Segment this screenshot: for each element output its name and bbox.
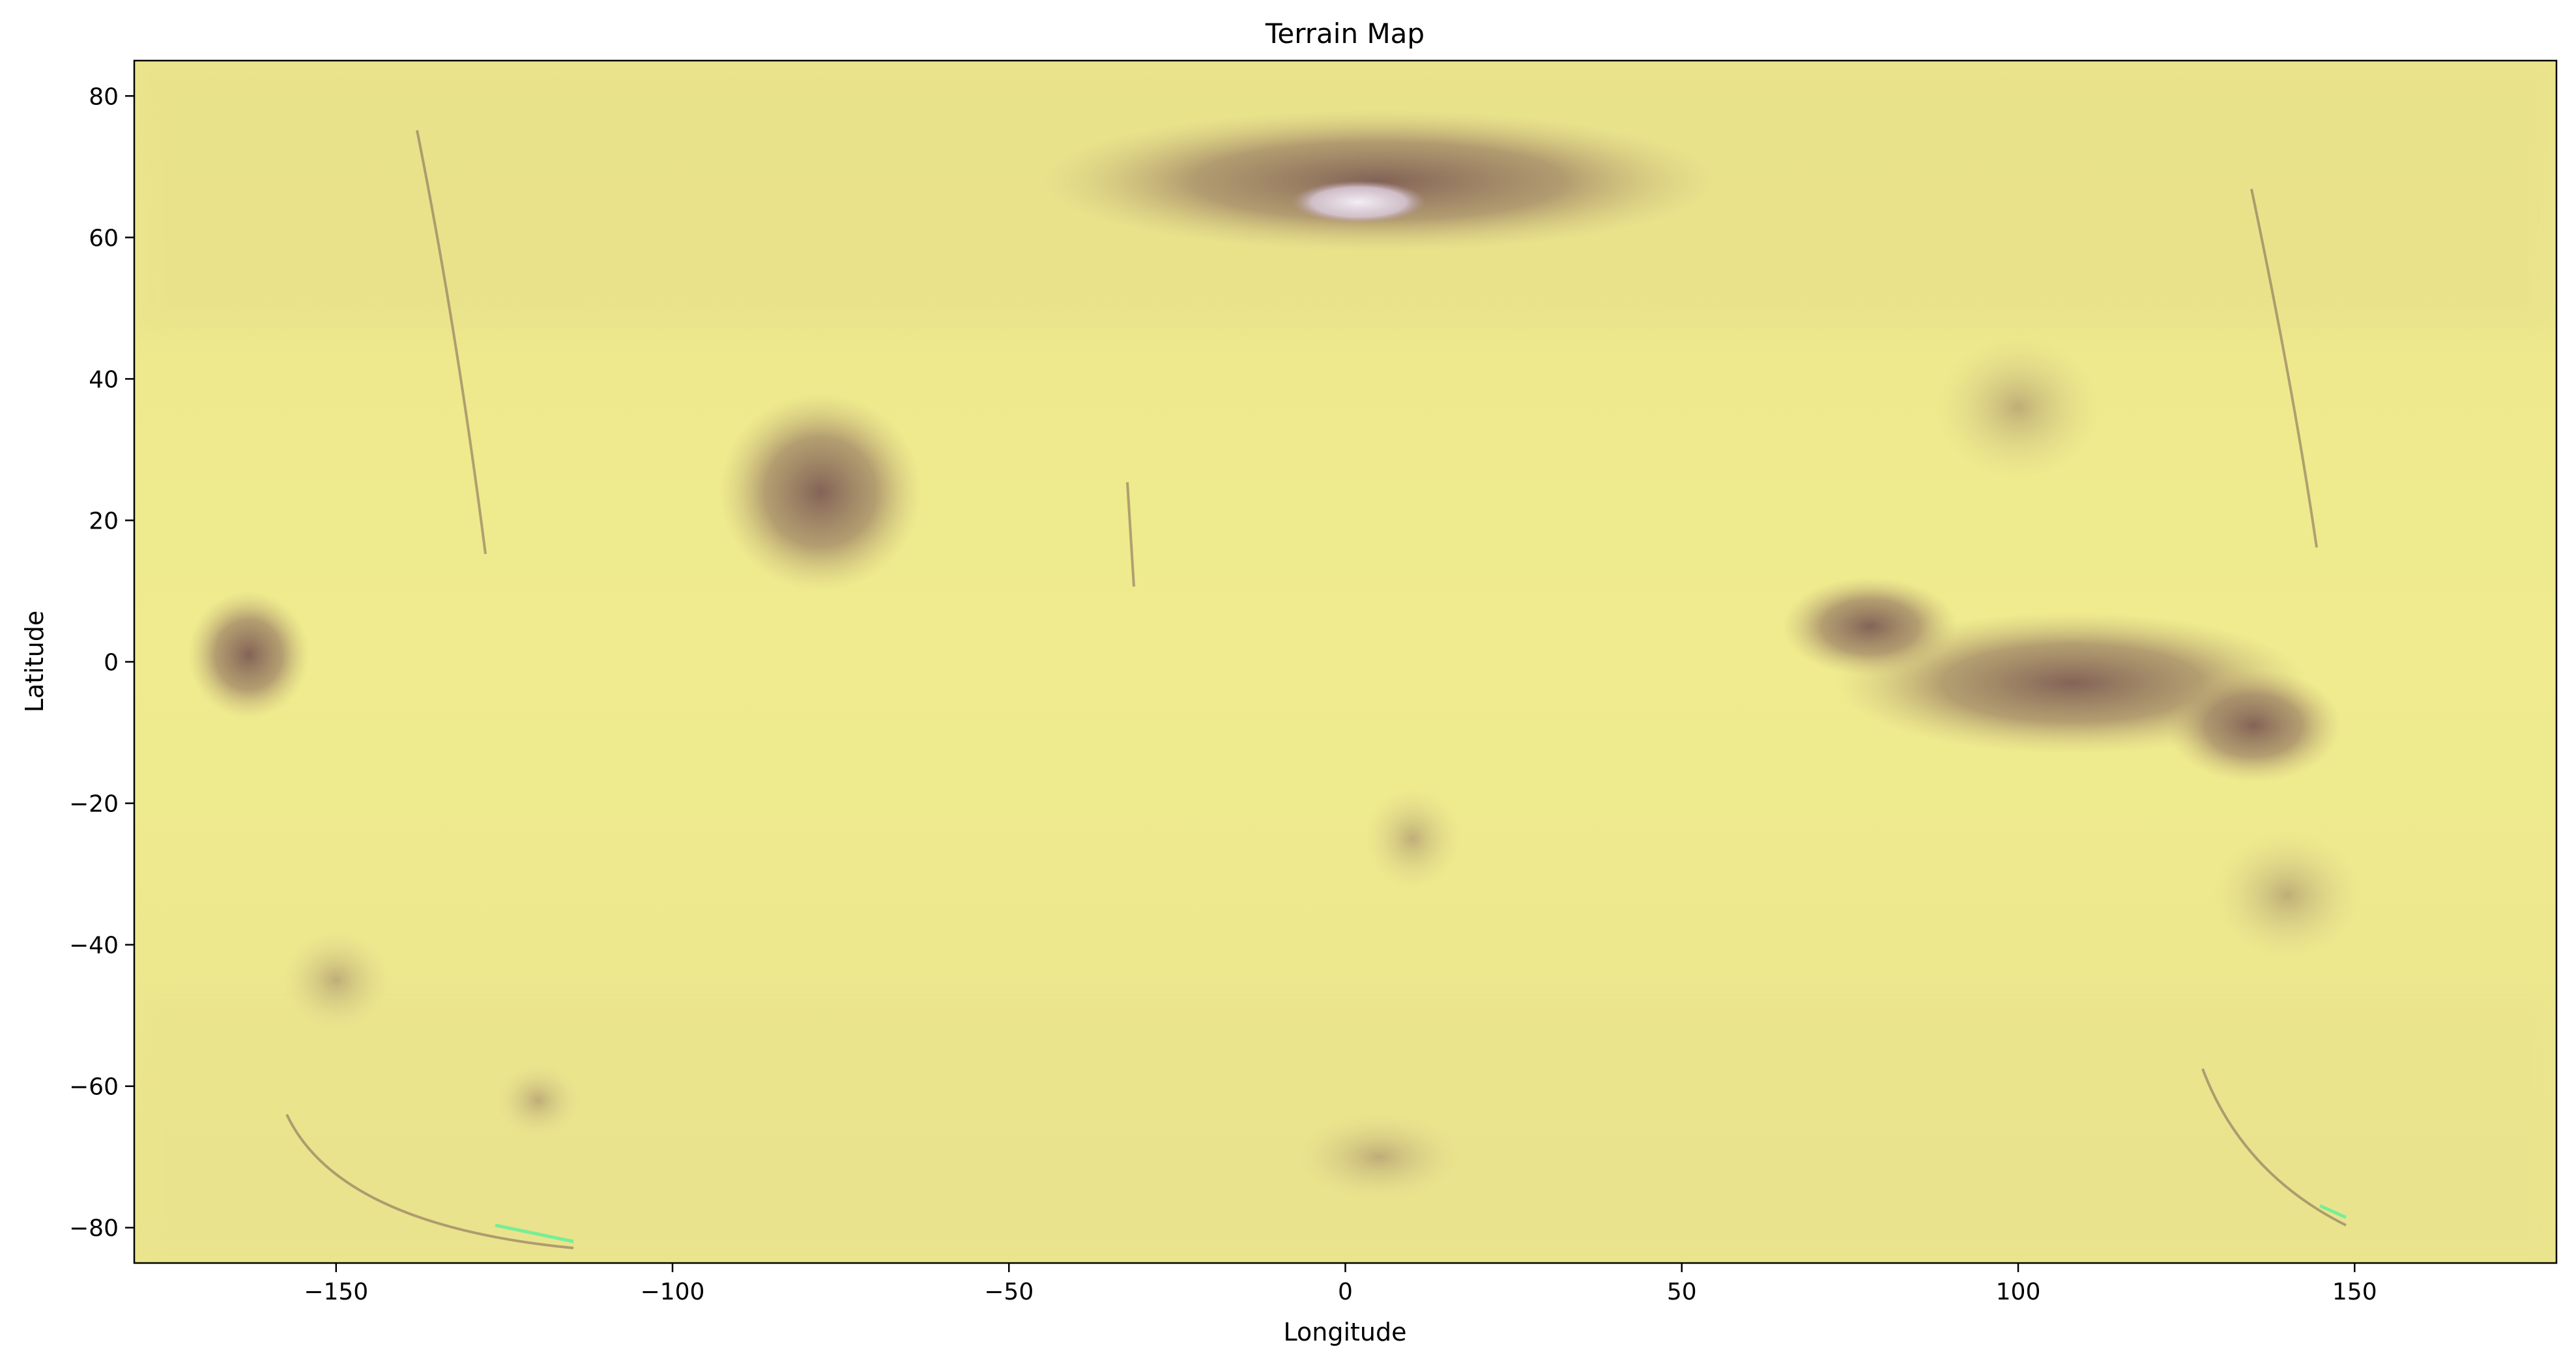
y-axis-label: Latitude [20, 611, 49, 712]
green-artifact-southwest [495, 1223, 574, 1243]
y-axis: 80 60 40 20 0 −20 −40 −60 −80 [69, 83, 134, 1242]
x-tick-label: −50 [984, 1279, 1034, 1305]
y-tick-label: 80 [89, 83, 119, 110]
y-tick-label: 0 [104, 650, 119, 676]
x-tick-label: 0 [1338, 1279, 1353, 1305]
y-tick-label: 20 [89, 508, 119, 534]
terrain-summit-3 [188, 590, 310, 719]
chart-title: Terrain Map [1265, 18, 1425, 50]
x-tick-label: 150 [2332, 1279, 2377, 1305]
terrain-crater-9 [1365, 789, 1460, 888]
terrain-rise-11 [282, 930, 390, 1030]
terrain-plateau-6 [1782, 577, 1958, 676]
x-tick-label: −150 [304, 1279, 368, 1305]
terrain-rise-12 [497, 1065, 579, 1136]
x-axis: −150 −100 −50 0 50 100 150 [304, 1263, 2377, 1305]
x-tick-label: 100 [1996, 1279, 2041, 1305]
track-streak-west [416, 130, 487, 555]
track-artifacts-light [495, 1204, 2347, 1243]
green-artifact-southeast [2319, 1204, 2347, 1219]
x-tick-label: 50 [1667, 1279, 1697, 1305]
terrain-rise-7 [1937, 336, 2099, 478]
x-axis-label: Longitude [1284, 1318, 1407, 1346]
track-streak-south-east [2201, 1068, 2347, 1227]
track-streak-center [1126, 482, 1135, 587]
track-streak-east [2250, 188, 2318, 548]
y-tick-label: 40 [89, 366, 119, 393]
track-streak-south-west [285, 1114, 574, 1249]
y-tick-label: −40 [69, 933, 119, 959]
terrain-basin-10 [1298, 1114, 1460, 1200]
y-tick-label: 60 [89, 225, 119, 252]
terrain-features [188, 109, 2362, 1200]
y-tick-label: −60 [69, 1074, 119, 1101]
terrain-highland-2 [719, 393, 922, 591]
terrain-plateau-5 [2166, 669, 2341, 783]
y-tick-label: −20 [69, 791, 119, 818]
terrain-ice-cap-1 [1291, 181, 1426, 224]
terrain-crater-8 [2213, 831, 2362, 959]
terrain-basin-0 [1042, 109, 1716, 252]
x-tick-label: −100 [641, 1279, 705, 1305]
track-artifacts [285, 130, 2347, 1249]
y-tick-label: −80 [69, 1215, 119, 1242]
